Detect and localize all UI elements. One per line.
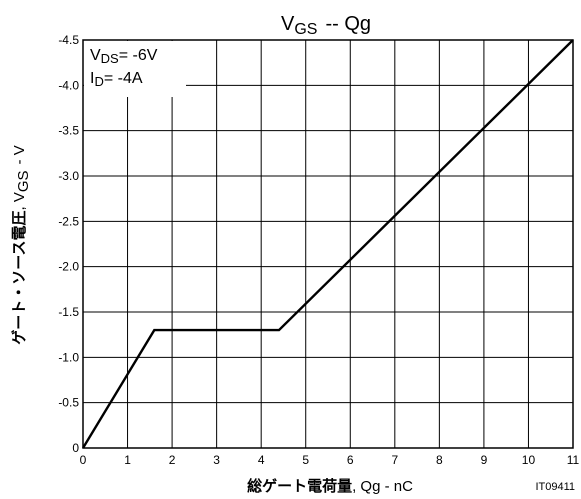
- grid: [82, 39, 574, 449]
- y-tick-label: -3.0: [58, 169, 79, 183]
- title-v: V: [281, 13, 295, 35]
- x-tick-label: 1: [124, 453, 131, 467]
- x-tick-label: 4: [258, 453, 265, 467]
- y-tick-label: -2.0: [58, 260, 79, 274]
- y-tick-label: -4.0: [58, 78, 79, 92]
- x-axis-label: 総ゲート電荷量, Qg - nC: [247, 477, 413, 495]
- x-tick-label: 7: [391, 453, 398, 467]
- figure-id: IT09411: [535, 481, 575, 493]
- y-tick-label: -0.5: [58, 396, 79, 410]
- y-axis-ticks: 0 -0.5 -1.0 -1.5 -2.0 -2.5 -3.0 -3.5 -4.0 -4.5: [58, 33, 79, 455]
- y-tick-label: 0: [72, 441, 79, 455]
- chart-title: VGS -- Qg: [281, 13, 371, 38]
- condition-vds: VDS= -6V: [90, 47, 158, 66]
- x-tick-label: 8: [436, 453, 443, 467]
- title-rest: -- Qg: [325, 13, 371, 35]
- x-tick-label: 0: [80, 453, 87, 467]
- title-sub: GS: [294, 21, 317, 38]
- x-tick-label: 3: [213, 453, 220, 467]
- condition-id: ID= -4A: [90, 70, 143, 89]
- x-tick-label: 5: [302, 453, 309, 467]
- condition-box: [84, 41, 186, 97]
- y-tick-label: -2.5: [58, 214, 79, 228]
- y-tick-label: -1.5: [58, 305, 79, 319]
- x-tick-label: 10: [522, 453, 536, 467]
- x-tick-label: 2: [169, 453, 176, 467]
- y-tick-label: -4.5: [58, 33, 79, 47]
- vgs-curve: [81, 39, 574, 449]
- x-tick-label: 6: [347, 453, 354, 467]
- x-tick-label: 9: [481, 453, 488, 467]
- x-tick-label: 11: [567, 453, 580, 467]
- y-axis-label: ゲート・ソース電圧, VGS- V: [10, 145, 32, 344]
- y-tick-label: -1.0: [58, 350, 79, 364]
- plot-frame: [82, 39, 574, 449]
- x-axis-ticks: 0 1 2 3 4 5 6 7 8 9 10 11: [80, 453, 580, 467]
- y-tick-label: -3.5: [58, 124, 79, 138]
